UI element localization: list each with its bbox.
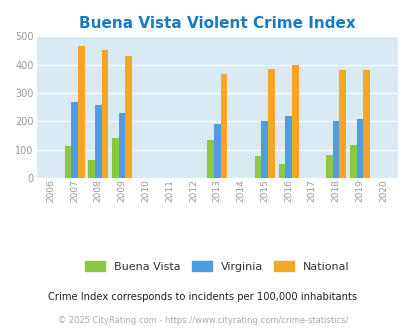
Legend: Buena Vista, Virginia, National: Buena Vista, Virginia, National — [81, 257, 352, 275]
Bar — [278, 164, 284, 178]
Bar — [112, 138, 119, 178]
Bar — [362, 70, 369, 178]
Bar — [267, 69, 274, 178]
Title: Buena Vista Violent Crime Index: Buena Vista Violent Crime Index — [79, 16, 355, 31]
Bar — [88, 160, 95, 178]
Text: Crime Index corresponds to incidents per 100,000 inhabitants: Crime Index corresponds to incidents per… — [48, 292, 357, 302]
Bar — [349, 145, 356, 178]
Bar — [284, 116, 291, 178]
Bar — [213, 124, 220, 178]
Bar — [291, 65, 298, 178]
Bar — [71, 102, 78, 178]
Bar — [78, 46, 84, 178]
Bar — [95, 105, 101, 178]
Bar — [332, 121, 339, 178]
Text: © 2025 CityRating.com - https://www.cityrating.com/crime-statistics/: © 2025 CityRating.com - https://www.city… — [58, 315, 347, 325]
Bar — [125, 55, 132, 178]
Bar — [119, 114, 125, 178]
Bar — [101, 50, 108, 178]
Bar — [220, 74, 227, 178]
Bar — [64, 146, 71, 178]
Bar — [207, 140, 213, 178]
Bar — [261, 121, 267, 178]
Bar — [356, 118, 362, 178]
Bar — [254, 156, 261, 178]
Bar — [325, 155, 332, 178]
Bar — [339, 70, 345, 178]
